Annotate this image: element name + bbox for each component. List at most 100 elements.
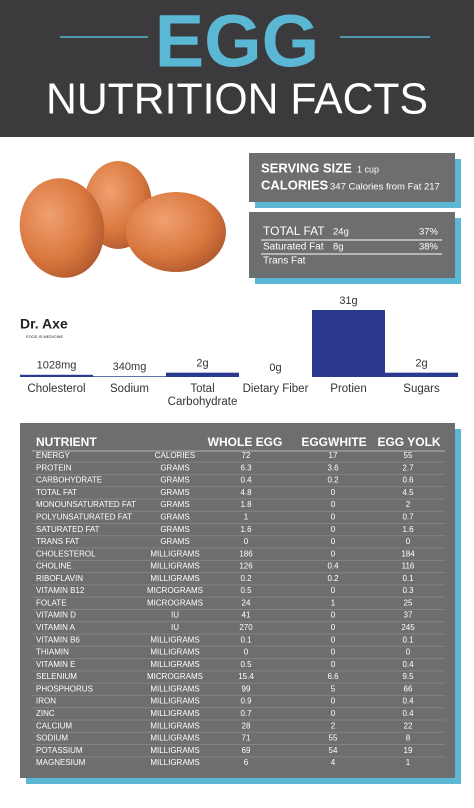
logo: Dr. Axe (20, 316, 68, 332)
table-value: 0 (244, 648, 249, 657)
value-label: 2g (196, 358, 208, 370)
subtitle: NUTRITION FACTS (46, 75, 428, 124)
category-label: Protien (330, 383, 367, 395)
table-header: NUTRIENT (36, 435, 97, 449)
fat-amount: 24g (333, 227, 349, 238)
table-value: 8 (406, 734, 411, 743)
table-value: 0 (331, 537, 336, 546)
table-value: 0.4 (402, 697, 414, 706)
table-value: 99 (242, 684, 251, 693)
title: EGG (155, 0, 319, 83)
fat-name: Saturated Fat (263, 242, 324, 253)
nutrient-name: SODIUM (36, 734, 68, 743)
nutrient-name: CARBOHYDRATE (36, 476, 102, 485)
category-label: Cholesterol (27, 383, 86, 395)
table-header: EGG YOLK (377, 435, 440, 449)
table-value: 0 (331, 549, 336, 558)
nutrient-name: ZINC (36, 709, 55, 718)
table-value: 0.1 (402, 574, 414, 583)
nutrient-name: IRON (36, 697, 56, 706)
table-value: 0 (331, 697, 336, 706)
unit: MILLIGRAMS (150, 549, 199, 558)
table-value: 0.4 (240, 476, 252, 485)
table-value: 184 (401, 549, 415, 558)
table-value: 4.8 (240, 488, 252, 497)
table-value: 1.6 (402, 525, 414, 534)
nutrient-name: CALCIUM (36, 721, 72, 730)
category-label: Total Carbohydrate (167, 383, 238, 408)
unit: MICROGRAMS (147, 672, 203, 681)
nutrient-name: PHOSPHORUS (36, 684, 93, 693)
nutrient-name: TRANS FAT (36, 537, 80, 546)
table-value: 0 (331, 660, 336, 669)
table-value: 0 (331, 623, 336, 632)
table-value: 54 (329, 746, 338, 755)
table-value: 0 (331, 513, 336, 522)
table-value: 1.8 (240, 500, 252, 509)
unit: GRAMS (160, 463, 189, 472)
table-value: 6.6 (327, 672, 339, 681)
table-value: 0 (331, 586, 336, 595)
table-value: 3.6 (327, 463, 339, 472)
nutrient-name: MAGNESIUM (36, 758, 86, 767)
unit: MILLIGRAMS (150, 574, 199, 583)
serving-box (249, 153, 455, 202)
nutrient-name: CHOLESTEROL (36, 549, 96, 558)
unit: GRAMS (160, 500, 189, 509)
nutrient-name: POLYUNSATURATED FAT (36, 513, 132, 522)
table-value: 0.7 (402, 513, 414, 522)
table-value: 0.5 (240, 660, 252, 669)
unit: MILLIGRAMS (150, 721, 199, 730)
table-value: 0.3 (402, 586, 414, 595)
table-value: 0 (331, 635, 336, 644)
fat-name: Trans Fat (263, 256, 306, 267)
table-value: 1 (244, 513, 249, 522)
fat-percent: 37% (419, 227, 439, 238)
table-value: 0.4 (327, 562, 339, 571)
nutrient-name: POTASSIUM (36, 746, 83, 755)
value-label: 31g (339, 295, 357, 307)
fat-percent: 38% (419, 242, 439, 253)
unit: GRAMS (160, 476, 189, 485)
table-value: 0.4 (402, 709, 414, 718)
table-value: 0.5 (240, 586, 252, 595)
value-label: 340mg (113, 361, 147, 373)
logo-tagline: FOOD IS MEDICINE (26, 334, 63, 339)
nutrient-name: SATURATED FAT (36, 525, 100, 534)
nutrient-name: THIAMIN (36, 648, 69, 657)
unit: MILLIGRAMS (150, 648, 199, 657)
serving-label: SERVING SIZE (261, 160, 352, 175)
unit: IU (171, 623, 179, 632)
table-value: 0 (244, 537, 249, 546)
table-value: 2.7 (402, 463, 414, 472)
bar (20, 374, 93, 377)
table-value: 6 (244, 758, 249, 767)
nutrient-name: VITAMIN B6 (36, 635, 80, 644)
table-value: 37 (404, 611, 413, 620)
table-value: 22 (404, 721, 413, 730)
table-value: 0.1 (402, 635, 414, 644)
table-value: 0.2 (240, 574, 252, 583)
table-value: 24 (242, 598, 251, 607)
egg (19, 178, 105, 278)
serving-value: 1 cup (357, 164, 379, 174)
table-value: 270 (239, 623, 253, 632)
table-value: 71 (242, 734, 251, 743)
table-value: 0 (331, 525, 336, 534)
table-value: 0.6 (402, 476, 414, 485)
fat-box (249, 212, 455, 278)
table-value: 1.6 (240, 525, 252, 534)
table-value: 19 (404, 746, 413, 755)
unit: MILLIGRAMS (150, 697, 199, 706)
table-value: 0.7 (240, 709, 252, 718)
unit: MILLIGRAMS (150, 746, 199, 755)
table-value: 2 (331, 721, 336, 730)
bar (385, 372, 458, 377)
unit: CALORIES (155, 451, 195, 460)
nutrient-name: ENERGY (36, 451, 70, 460)
table-value: 0 (331, 648, 336, 657)
table-value: 9.5 (402, 672, 414, 681)
nutrient-name: TOTAL FAT (36, 488, 77, 497)
nutrient-name: RIBOFLAVIN (36, 574, 83, 583)
table-value: 4 (331, 758, 336, 767)
